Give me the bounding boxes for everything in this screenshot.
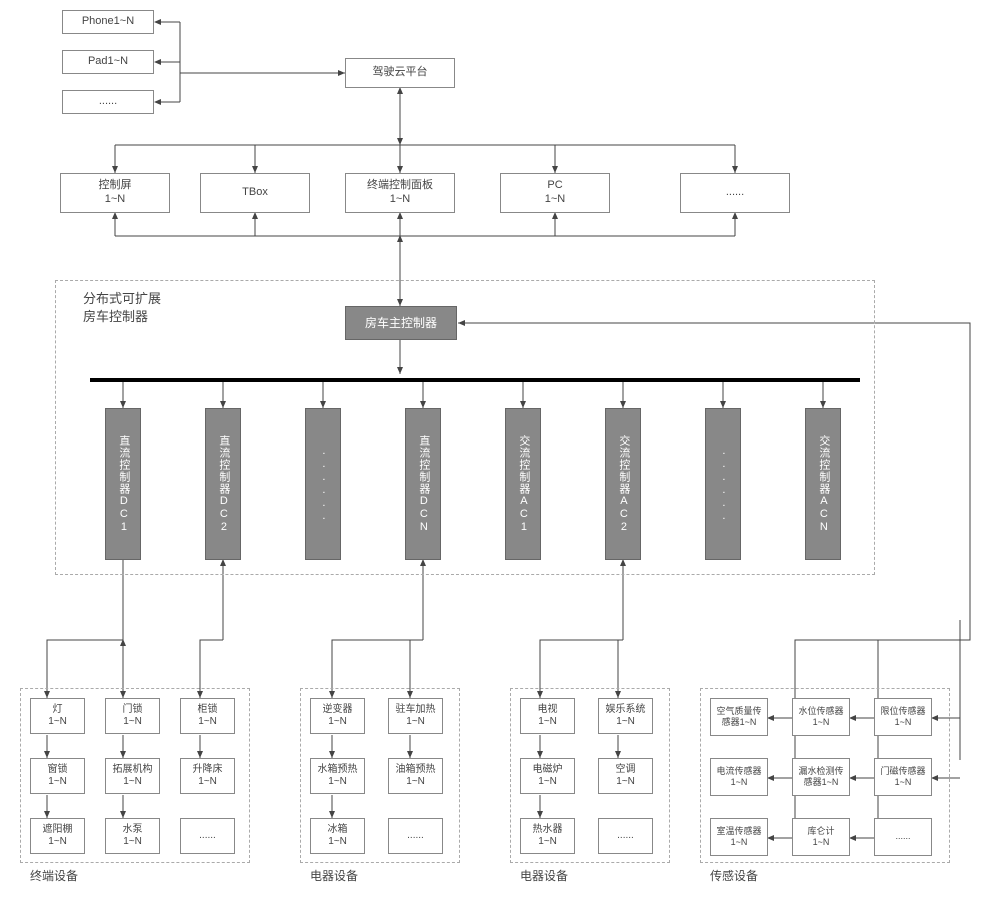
g1-c0r2: 遮阳棚 1~N [30,818,85,854]
g1-c0r1: 窗锁 1~N [30,758,85,794]
bus-bar [90,378,860,382]
node-tbox: TBox [200,173,310,213]
g2-c1r0: 驻车加热1~N [388,698,443,734]
g2-c1r2: ...... [388,818,443,854]
g1-c1r2: 水泵 1~N [105,818,160,854]
g1-c1r0: 门锁 1~N [105,698,160,734]
g4-c0r0: 空气质量传感器1~N [710,698,768,736]
g2-c1r1: 油箱预热1~N [388,758,443,794]
node-pc: PC 1~N [500,173,610,213]
g3-c1r1: 空调 1~N [598,758,653,794]
node-dc-more: ...... [305,408,341,560]
g3-c0r2: 热水器 1~N [520,818,575,854]
g3-c1r0: 娱乐系统1~N [598,698,653,734]
node-main-controller: 房车主控制器 [345,306,457,340]
node-dcn: 直流控制器DCN [405,408,441,560]
node-dc1: 直流控制器DC1 [105,408,141,560]
g1-c2r0: 柜锁 1~N [180,698,235,734]
g4-c1r1: 漏水检测传感器1~N [792,758,850,796]
g4-c1r2: 库仑计 1~N [792,818,850,856]
g1-c1r1: 拓展机构1~N [105,758,160,794]
g2-c0r1: 水箱预热1~N [310,758,365,794]
node-ac-more: ...... [705,408,741,560]
node-cloud: 驾驶云平台 [345,58,455,88]
group2-label: 电器设备 [310,867,358,884]
g1-c0r0: 灯 1~N [30,698,85,734]
node-ac2: 交流控制器AC2 [605,408,641,560]
g4-c2r0: 限位传感器 1~N [874,698,932,736]
g1-c2r2: ...... [180,818,235,854]
g4-c1r0: 水位传感器 1~N [792,698,850,736]
g2-c0r0: 逆变器 1~N [310,698,365,734]
g4-c0r1: 电流传感器 1~N [710,758,768,796]
g4-c2r1: 门磁传感器 1~N [874,758,932,796]
node-ctrl-screen: 控制屏 1~N [60,173,170,213]
node-pad: Pad1~N [62,50,154,74]
node-term-panel: 终端控制面板 1~N [345,173,455,213]
g4-c0r2: 室温传感器 1~N [710,818,768,856]
node-clients-more: ...... [62,90,154,114]
node-acn: 交流控制器ACN [805,408,841,560]
controller-box-label: 分布式可扩展 房车控制器 [80,290,164,326]
g4-c2r2: ...... [874,818,932,856]
node-phone: Phone1~N [62,10,154,34]
node-dc2: 直流控制器DC2 [205,408,241,560]
group4-label: 传感设备 [710,867,758,884]
node-tier2-more: ...... [680,173,790,213]
node-ac1: 交流控制器AC1 [505,408,541,560]
g3-c1r2: ...... [598,818,653,854]
group3-label: 电器设备 [520,867,568,884]
g3-c0r1: 电磁炉 1~N [520,758,575,794]
g3-c0r0: 电视 1~N [520,698,575,734]
controller-dashed-box [55,280,875,575]
group1-label: 终端设备 [30,867,78,884]
g2-c0r2: 冰箱 1~N [310,818,365,854]
g1-c2r1: 升降床 1~N [180,758,235,794]
